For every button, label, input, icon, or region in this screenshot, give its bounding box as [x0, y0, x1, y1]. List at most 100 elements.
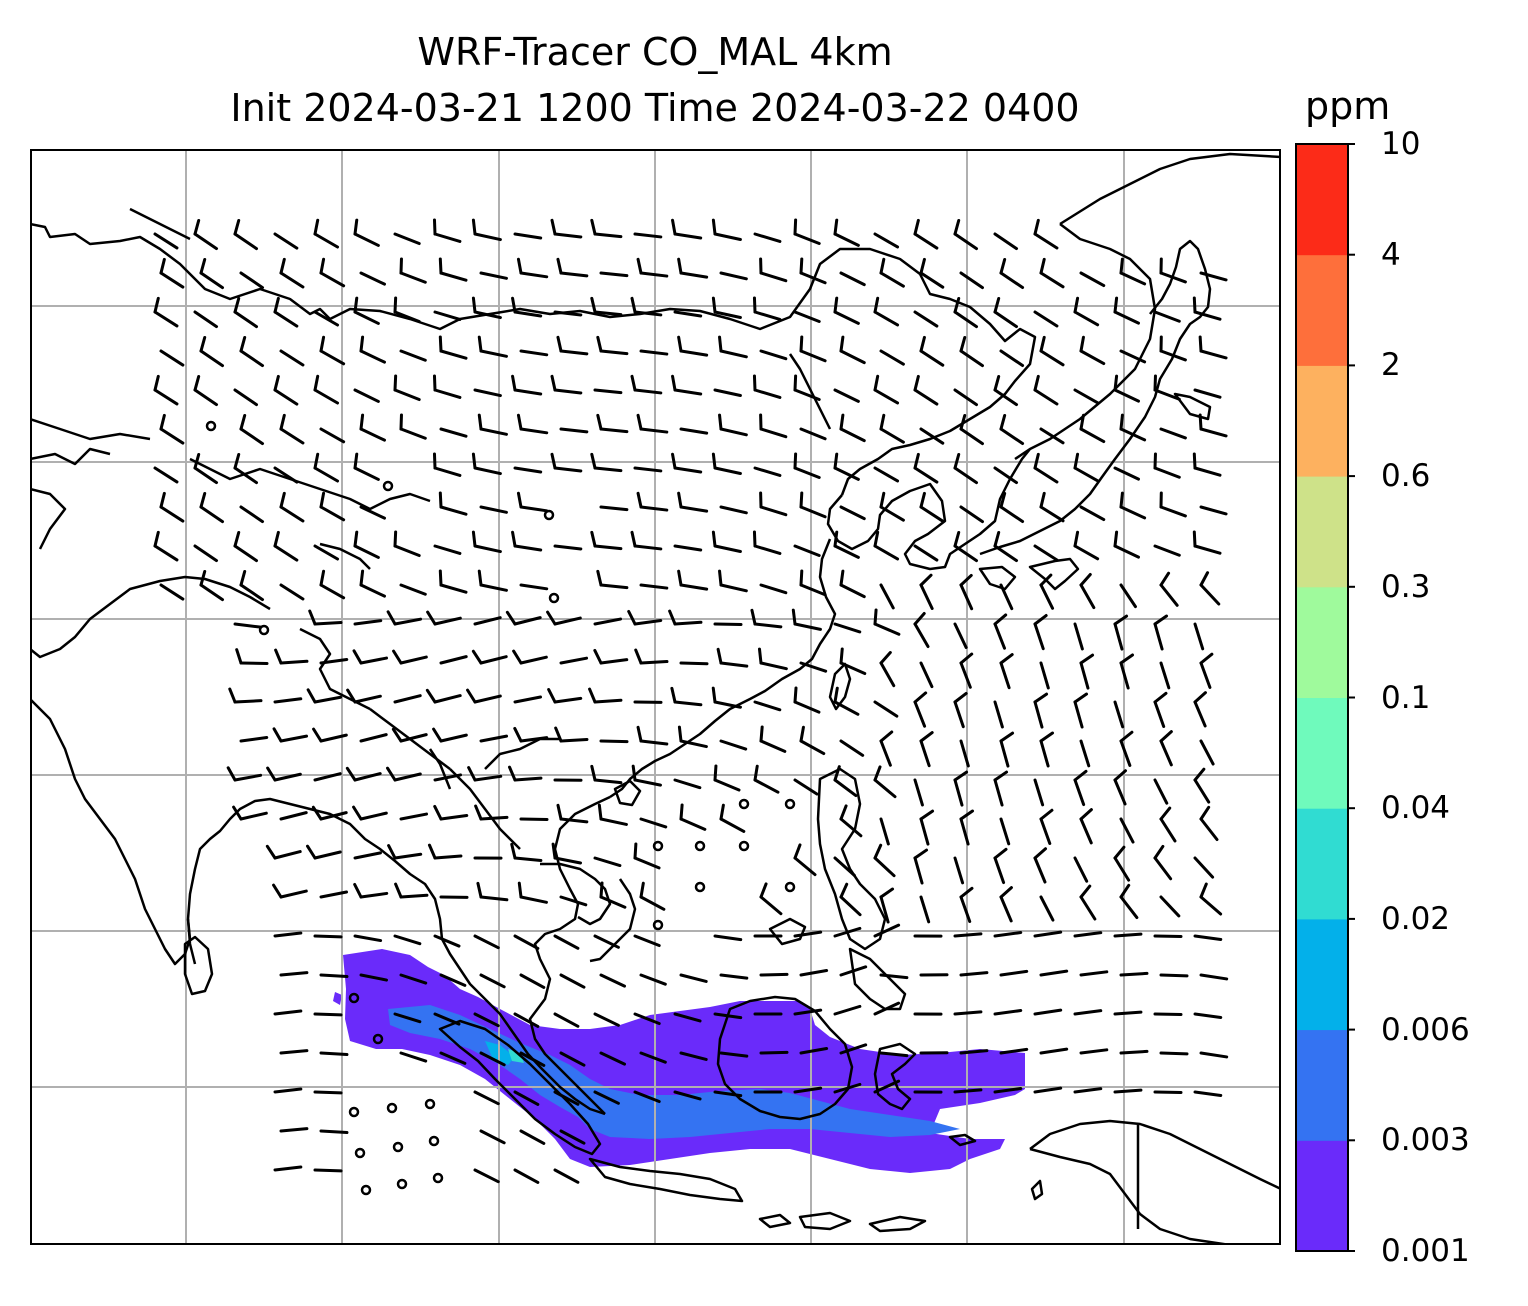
- wind-barb-shaft: [719, 427, 748, 437]
- wind-barb-shaft: [319, 1129, 349, 1134]
- wind-barb-shaft: [159, 271, 185, 289]
- wind-barb-shaft: [313, 1168, 343, 1173]
- wind-barb-shaft: [999, 969, 1029, 977]
- wind-barb-feather: [556, 803, 563, 821]
- wind-barb-feather: [353, 296, 359, 314]
- wind-barb-feather: [438, 491, 443, 509]
- wind-barb-shaft: [633, 544, 663, 551]
- wind-barb-feather: [432, 727, 443, 743]
- wind-barb-shaft: [553, 544, 583, 551]
- wind-barb-feather: [631, 764, 637, 782]
- wind-barb-feather: [959, 414, 967, 431]
- wind-barb-feather: [1033, 374, 1040, 392]
- wind-barb-feather: [913, 218, 920, 236]
- wind-barb-shaft: [313, 310, 340, 327]
- wind-barb-shaft: [473, 466, 502, 476]
- wind-barb-shaft: [439, 427, 468, 438]
- wind-barb-feather: [392, 649, 403, 665]
- wind-barb-shaft: [1073, 1087, 1103, 1094]
- wind-barb-shaft: [1073, 310, 1100, 327]
- wind-barb-shaft: [673, 1012, 702, 1023]
- wind-barb-shaft: [759, 739, 787, 753]
- wind-barb-shaft: [1033, 232, 1059, 250]
- wind-barb-shaft: [833, 544, 860, 559]
- wind-barb-shaft: [513, 776, 543, 782]
- wind-barb-shaft: [1079, 895, 1097, 921]
- wind-barb-shaft: [1079, 349, 1106, 366]
- wind-barb-shaft: [793, 622, 822, 631]
- wind-barb-shaft: [719, 271, 748, 281]
- colorbar-tick-label: 4: [1381, 236, 1401, 273]
- wind-barb-shaft: [1119, 505, 1147, 520]
- colorbar-segment: [1296, 808, 1348, 920]
- wind-barb-shaft: [833, 1004, 862, 1016]
- calm-wind-marker: [396, 1178, 408, 1190]
- wind-barb-shaft: [953, 932, 983, 938]
- wind-barb-shaft: [1199, 739, 1215, 766]
- wind-barb-feather: [550, 374, 557, 392]
- wind-barb-feather: [438, 335, 443, 353]
- calm-wind-markers: [205, 420, 796, 1196]
- wind-barb-shaft: [1073, 856, 1089, 883]
- wind-barb-shaft: [393, 310, 421, 324]
- wind-barb-shaft: [999, 271, 1025, 290]
- wind-barb-shaft: [399, 427, 427, 440]
- calm-wind-marker: [738, 798, 750, 810]
- wind-barb-shaft: [633, 1012, 661, 1026]
- wind-barb-feather: [279, 413, 286, 431]
- coastlines: [30, 152, 1281, 1245]
- wind-barb-shaft: [1039, 271, 1065, 289]
- wind-barb-shaft: [679, 427, 709, 435]
- wind-barb-feather: [273, 530, 280, 548]
- wind-barb-shaft: [1039, 1047, 1069, 1055]
- wind-barb-shaft: [1199, 661, 1212, 689]
- wind-barb-shaft: [719, 583, 748, 593]
- wind-barb-shaft: [1159, 271, 1187, 284]
- wind-barb-shaft: [879, 349, 905, 366]
- wind-barb-feather: [505, 610, 517, 626]
- wind-barb-shaft: [993, 466, 1019, 485]
- wind-barb-feather: [752, 296, 757, 314]
- wind-barb-shaft: [519, 655, 548, 665]
- wind-barb-shaft: [839, 965, 868, 977]
- wind-barb-shaft: [273, 1165, 303, 1172]
- wind-barb-shaft: [679, 817, 707, 831]
- wind-barb-feather: [438, 257, 443, 275]
- wind-barb-feather: [711, 530, 717, 548]
- wind-barb-feather: [1153, 614, 1169, 626]
- wind-barb-shaft: [999, 661, 1011, 690]
- wind-barb-feather: [226, 766, 237, 782]
- wind-barb-feather: [791, 608, 797, 626]
- wind-barb-shaft: [879, 661, 896, 688]
- wind-barb-shaft: [953, 232, 978, 251]
- wind-barb-shaft: [993, 931, 1023, 938]
- wind-barb-shaft: [673, 544, 703, 552]
- wind-barb-shaft: [1119, 427, 1147, 442]
- wind-barb-shaft: [513, 856, 543, 862]
- wind-barb-feather: [873, 843, 883, 860]
- wind-barb-shaft: [199, 505, 224, 524]
- wind-barb-feather: [999, 731, 1015, 743]
- wind-barb-shaft: [433, 310, 462, 321]
- wind-barb-feather: [1033, 614, 1048, 626]
- wind-barb-feather: [677, 257, 683, 275]
- wind-barb-shaft: [519, 1129, 546, 1145]
- wind-barb-feather: [1073, 530, 1080, 548]
- wind-barb-shaft: [879, 271, 905, 288]
- wind-barb-shaft: [679, 661, 709, 666]
- wind-barb-shaft: [959, 661, 972, 689]
- wind-barb-feather: [633, 842, 638, 860]
- wind-barb-feather: [873, 608, 878, 626]
- wind-barb-shaft: [919, 739, 931, 768]
- wind-barb-shaft: [999, 817, 1011, 846]
- wind-barb-feather: [394, 882, 403, 899]
- wind-barb-shaft: [1033, 388, 1059, 406]
- wind-barb-shaft: [639, 271, 669, 278]
- wind-barb-shaft: [1113, 778, 1127, 806]
- wind-barb-feather: [677, 335, 683, 353]
- wind-barb-feather: [1198, 413, 1203, 431]
- wind-barb-feather: [879, 887, 895, 899]
- wind-barb-feather: [306, 844, 317, 860]
- wind-barb-shaft: [719, 817, 746, 833]
- wind-barb-shaft: [353, 934, 383, 943]
